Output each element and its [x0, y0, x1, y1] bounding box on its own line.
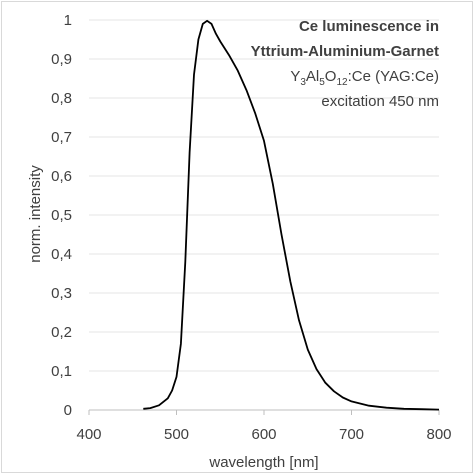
y-tick-label: 0,8	[51, 90, 72, 107]
y-tick-label: 0	[64, 402, 72, 419]
formula-y: Y	[290, 68, 300, 85]
y-tick-label: 0,2	[51, 324, 72, 341]
annotation-title-line2: Yttrium-Aluminium-Garnet	[251, 43, 439, 60]
y-tick-label: 0,4	[51, 246, 72, 263]
x-axis-title: wavelength [nm]	[208, 454, 318, 471]
x-tick-label: 500	[164, 426, 189, 443]
y-axis-title: norm. intensity	[27, 165, 44, 263]
annotation-excitation: excitation 450 nm	[321, 93, 439, 110]
y-tick-label: 0,5	[51, 207, 72, 224]
y-tick-label: 0,9	[51, 51, 72, 68]
annotation-block: Ce luminescence in Yttrium-Aluminium-Gar…	[251, 18, 439, 110]
annotation-formula: Y3Al5O12:Ce (YAG:Ce)	[290, 68, 439, 88]
formula-sub-5: 5	[319, 77, 325, 88]
y-tick-label: 1	[64, 12, 72, 29]
y-tick-label: 0,3	[51, 285, 72, 302]
formula-o: O	[325, 68, 337, 85]
series-line	[143, 19, 440, 411]
x-tick-label: 400	[76, 426, 101, 443]
formula-al: Al	[306, 68, 319, 85]
y-tick-label: 0,6	[51, 168, 72, 185]
x-tick-label: 600	[251, 426, 276, 443]
axes	[88, 409, 440, 415]
formula-sub-3: 3	[300, 77, 306, 88]
tick-labels: 0 0,1 0,2 0,3 0,4 0,5 0,6 0,7 0,8 0,9 1 400 500 600 70…	[51, 12, 451, 443]
x-tick-label: 800	[426, 426, 451, 443]
annotation-title-line1: Ce luminescence in	[299, 18, 439, 35]
series-layer	[143, 19, 440, 411]
formula-sub-12: 12	[336, 77, 348, 88]
x-tick-label: 700	[339, 426, 364, 443]
y-tick-label: 0,7	[51, 129, 72, 146]
y-tick-label: 0,1	[51, 363, 72, 380]
formula-rest: :Ce (YAG:Ce)	[348, 68, 439, 85]
grid-lines	[89, 19, 439, 372]
